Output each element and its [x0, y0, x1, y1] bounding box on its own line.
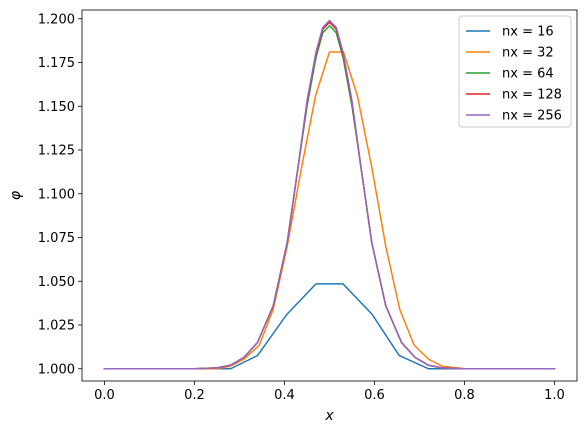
y-tick-label: 1.100 [38, 187, 75, 202]
series-line-nx-32 [103, 51, 556, 370]
legend-label: nx = 32 [502, 46, 554, 61]
plot-frame [81, 9, 578, 382]
y-tick-label: 1.000 [38, 362, 75, 377]
x-axis-label: x [324, 408, 334, 424]
legend-label: nx = 16 [502, 25, 554, 40]
x-tick-label: 1.0 [544, 388, 565, 403]
y-tick-label: 1.125 [38, 144, 75, 159]
series-line-nx-256 [103, 19, 556, 370]
y-tick-label: 1.150 [38, 100, 75, 115]
x-tick-label: 0.0 [94, 388, 115, 403]
y-tick-label: 1.175 [38, 56, 75, 71]
x-tick-label: 0.8 [454, 388, 475, 403]
y-axis-label: φ [8, 190, 24, 200]
y-tick-label: 1.075 [38, 231, 75, 246]
y-tick-label: 1.200 [38, 12, 75, 27]
legend-label: nx = 256 [502, 109, 562, 124]
legend: nx = 16 nx = 32 nx = 64 nx = 128 nx = 256 [458, 15, 572, 128]
legend-box [458, 15, 572, 128]
y-axis-ticks: 1.000 1.025 1.050 1.075 1.100 1.125 1.150 1.175… [38, 12, 82, 377]
x-tick-label: 0.2 [184, 388, 205, 403]
y-tick-label: 1.025 [38, 319, 75, 334]
legend-label: nx = 64 [502, 67, 554, 82]
x-tick-label: 0.4 [274, 388, 295, 403]
series-layer [103, 19, 556, 370]
y-tick-label: 1.050 [38, 275, 75, 290]
x-axis-ticks: 0.0 0.2 0.4 0.6 0.8 1.0 [94, 381, 565, 403]
legend-label: nx = 128 [502, 88, 562, 103]
x-tick-label: 0.6 [364, 388, 385, 403]
